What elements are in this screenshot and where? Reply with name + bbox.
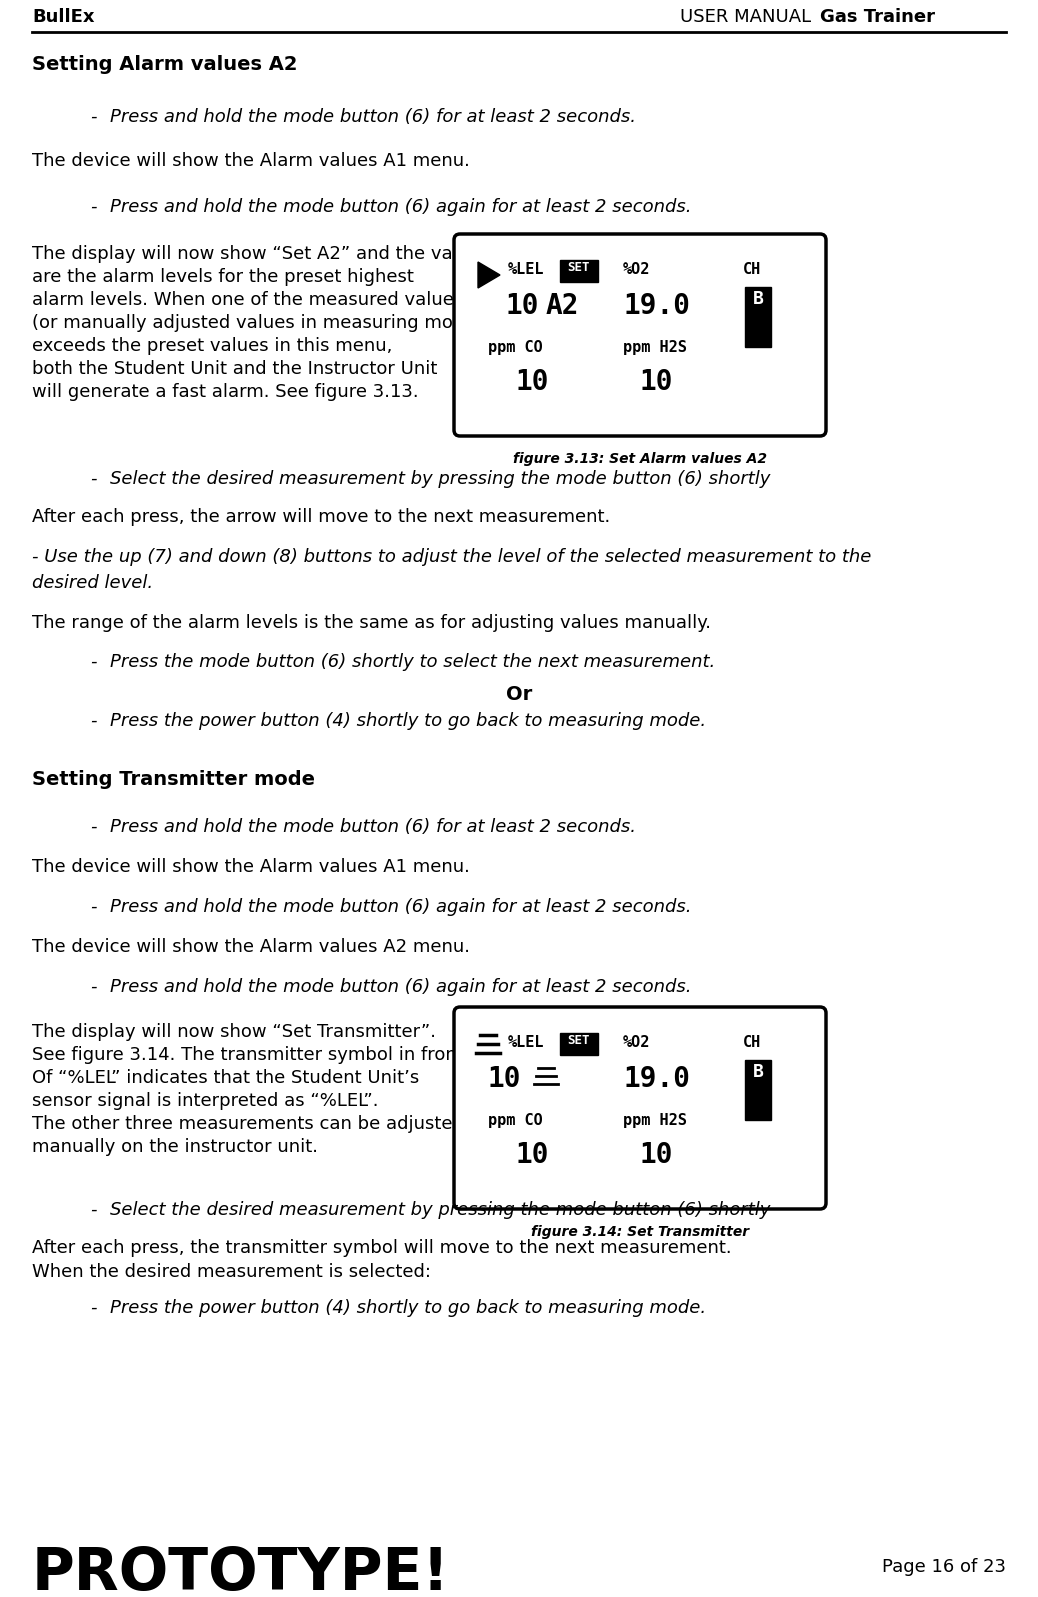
Text: figure 3.14: Set Transmitter: figure 3.14: Set Transmitter [531, 1225, 749, 1239]
Polygon shape [479, 262, 500, 287]
Text: desired level.: desired level. [32, 573, 154, 592]
Text: -: - [90, 898, 97, 917]
Text: Press the power button (4) shortly to go back to measuring mode.: Press the power button (4) shortly to go… [110, 1298, 706, 1318]
Text: sensor signal is interpreted as “%LEL”.: sensor signal is interpreted as “%LEL”. [32, 1092, 379, 1110]
Text: %O2: %O2 [623, 262, 651, 276]
Text: -: - [90, 818, 97, 835]
Text: See figure 3.14. The transmitter symbol in front: See figure 3.14. The transmitter symbol … [32, 1046, 464, 1064]
Text: BullEx: BullEx [32, 8, 94, 26]
Text: PROTOTYPE!: PROTOTYPE! [32, 1544, 449, 1597]
Text: The device will show the Alarm values A1 menu.: The device will show the Alarm values A1… [32, 152, 470, 169]
FancyBboxPatch shape [559, 260, 598, 283]
Text: A2: A2 [546, 292, 579, 319]
Text: - Use the up (7) and down (8) buttons to adjust the level of the selected measur: - Use the up (7) and down (8) buttons to… [32, 548, 871, 565]
Text: B: B [753, 1064, 763, 1081]
Text: -: - [90, 109, 97, 126]
Text: After each press, the transmitter symbol will move to the next measurement.: After each press, the transmitter symbol… [32, 1239, 732, 1257]
Text: exceeds the preset values in this menu,: exceeds the preset values in this menu, [32, 337, 392, 355]
Text: -: - [90, 1298, 97, 1318]
FancyBboxPatch shape [745, 287, 771, 347]
Text: Page 16 of 23: Page 16 of 23 [882, 1559, 1006, 1576]
Text: SET: SET [568, 1033, 591, 1048]
Text: The display will now show “Set A2” and the values: The display will now show “Set A2” and t… [32, 244, 490, 264]
Text: When the desired measurement is selected:: When the desired measurement is selected… [32, 1263, 431, 1281]
Text: ppm H2S: ppm H2S [623, 340, 687, 355]
Text: Gas Trainer: Gas Trainer [820, 8, 935, 26]
Text: will generate a fast alarm. See figure 3.13.: will generate a fast alarm. See figure 3… [32, 383, 418, 401]
Text: both the Student Unit and the Instructor Unit: both the Student Unit and the Instructor… [32, 359, 437, 378]
Text: Select the desired measurement by pressing the mode button (6) shortly: Select the desired measurement by pressi… [110, 1201, 770, 1219]
Text: Press and hold the mode button (6) again for at least 2 seconds.: Press and hold the mode button (6) again… [110, 898, 691, 917]
Text: -: - [90, 470, 97, 489]
Text: The device will show the Alarm values A2 menu.: The device will show the Alarm values A2… [32, 937, 470, 957]
FancyBboxPatch shape [454, 235, 826, 436]
Text: -: - [90, 198, 97, 216]
Text: are the alarm levels for the preset highest: are the alarm levels for the preset high… [32, 268, 414, 286]
Text: SET: SET [568, 260, 591, 275]
Text: ppm H2S: ppm H2S [623, 1113, 687, 1127]
Text: The device will show the Alarm values A1 menu.: The device will show the Alarm values A1… [32, 858, 470, 877]
Text: alarm levels. When one of the measured values: alarm levels. When one of the measured v… [32, 291, 463, 308]
Text: B: B [753, 291, 763, 308]
Text: The display will now show “Set Transmitter”.: The display will now show “Set Transmitt… [32, 1024, 436, 1041]
Text: 19.0: 19.0 [623, 292, 690, 319]
Text: The other three measurements can be adjusted: The other three measurements can be adju… [32, 1115, 464, 1132]
Text: manually on the instructor unit.: manually on the instructor unit. [32, 1139, 318, 1156]
FancyBboxPatch shape [559, 1033, 598, 1056]
Text: 10: 10 [516, 1140, 549, 1169]
Text: ppm CO: ppm CO [488, 1113, 543, 1127]
Text: ppm CO: ppm CO [488, 340, 543, 355]
Text: -: - [90, 712, 97, 730]
Text: %LEL: %LEL [508, 262, 545, 276]
Text: 10: 10 [640, 1140, 674, 1169]
Text: 10: 10 [516, 367, 549, 396]
Text: Setting Transmitter mode: Setting Transmitter mode [32, 770, 315, 789]
Text: 10: 10 [488, 1065, 521, 1092]
Text: Or: Or [506, 685, 532, 704]
Text: -: - [90, 653, 97, 671]
Text: 19.0: 19.0 [623, 1065, 690, 1092]
Text: Select the desired measurement by pressing the mode button (6) shortly: Select the desired measurement by pressi… [110, 470, 770, 489]
Text: Setting Alarm values A2: Setting Alarm values A2 [32, 54, 298, 73]
Text: The range of the alarm levels is the same as for adjusting values manually.: The range of the alarm levels is the sam… [32, 613, 711, 632]
Text: CH: CH [743, 262, 761, 276]
Text: Press and hold the mode button (6) for at least 2 seconds.: Press and hold the mode button (6) for a… [110, 109, 636, 126]
FancyBboxPatch shape [454, 1008, 826, 1209]
Text: Press the mode button (6) shortly to select the next measurement.: Press the mode button (6) shortly to sel… [110, 653, 715, 671]
Text: %O2: %O2 [623, 1035, 651, 1049]
Text: -: - [90, 977, 97, 997]
Text: 10: 10 [640, 367, 674, 396]
Text: (or manually adjusted values in measuring mode): (or manually adjusted values in measurin… [32, 315, 483, 332]
Text: Of “%LEL” indicates that the Student Unit’s: Of “%LEL” indicates that the Student Uni… [32, 1068, 419, 1088]
Text: -: - [90, 1201, 97, 1219]
Text: After each press, the arrow will move to the next measurement.: After each press, the arrow will move to… [32, 508, 610, 525]
Text: figure 3.13: Set Alarm values A2: figure 3.13: Set Alarm values A2 [513, 452, 767, 466]
Text: Press and hold the mode button (6) for at least 2 seconds.: Press and hold the mode button (6) for a… [110, 818, 636, 835]
Text: Press and hold the mode button (6) again for at least 2 seconds.: Press and hold the mode button (6) again… [110, 977, 691, 997]
Text: Press and hold the mode button (6) again for at least 2 seconds.: Press and hold the mode button (6) again… [110, 198, 691, 216]
Text: 10: 10 [506, 292, 540, 319]
Text: Press the power button (4) shortly to go back to measuring mode.: Press the power button (4) shortly to go… [110, 712, 706, 730]
Text: %LEL: %LEL [508, 1035, 545, 1049]
Text: CH: CH [743, 1035, 761, 1049]
FancyBboxPatch shape [745, 1060, 771, 1119]
Text: USER MANUAL: USER MANUAL [680, 8, 817, 26]
